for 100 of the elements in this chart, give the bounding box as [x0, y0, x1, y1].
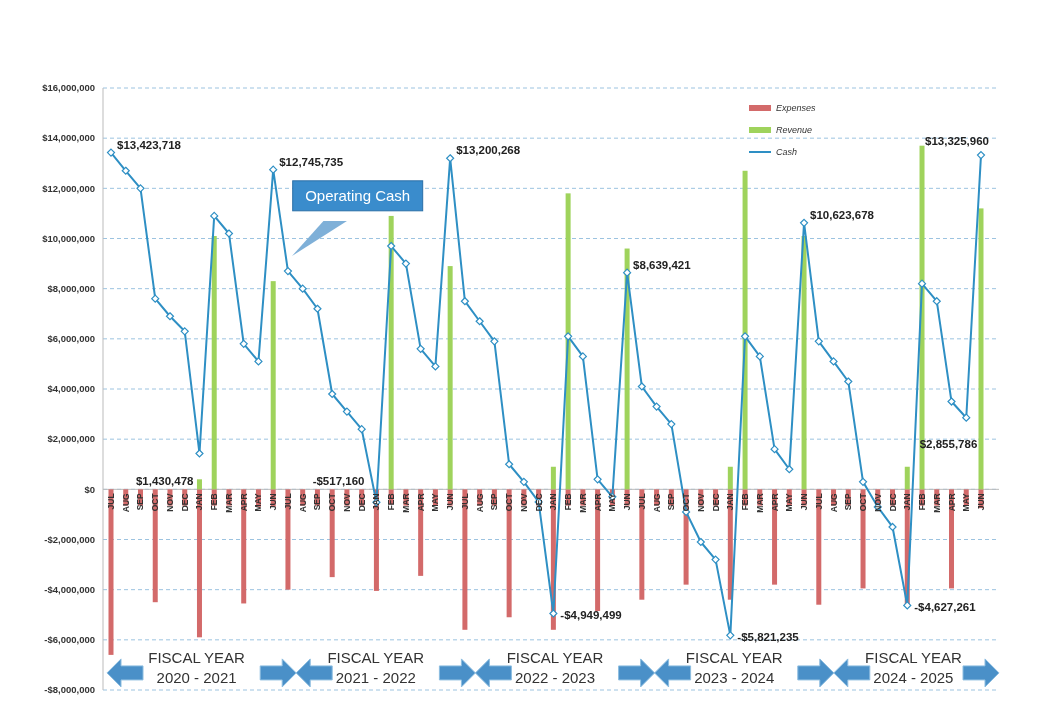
x-tick-label: JAN — [548, 493, 559, 511]
x-tick-label: DEC — [179, 493, 190, 512]
point — [283, 267, 293, 276]
data-label: -$4,627,261 — [914, 601, 977, 614]
point — [165, 312, 175, 321]
x-tick-label: AUG — [651, 492, 662, 513]
point — [814, 337, 823, 346]
data-label: $12,745,735 — [279, 155, 344, 168]
point — [623, 268, 632, 277]
y-tick-label: -$4,000,000 — [44, 583, 95, 595]
x-tick-label: OCT — [327, 492, 338, 512]
y-tick-label: -$6,000,000 — [44, 634, 95, 646]
bar — [196, 489, 202, 638]
y-tick-label: $8,000,000 — [47, 282, 95, 294]
x-tick-label: NOV — [695, 493, 706, 512]
x-tick-label: MAY — [430, 493, 441, 512]
data-label: -$4,949,499 — [560, 609, 622, 622]
x-tick-label: MAR — [754, 493, 765, 513]
annotation: FISCAL YEAR 2023 - 2024 — [685, 648, 783, 686]
bar — [270, 281, 276, 490]
y-tick-label: -$2,000,000 — [44, 533, 95, 545]
point — [829, 357, 838, 366]
bar — [816, 489, 822, 605]
x-tick-label: MAY — [961, 493, 972, 512]
bar — [285, 489, 291, 590]
annotation: FISCAL YEAR 2020 - 2021 — [148, 648, 246, 686]
data-label: $13,325,960 — [925, 135, 989, 148]
point — [254, 357, 263, 366]
point — [740, 332, 750, 341]
x-tick-label: DEC — [710, 493, 721, 512]
bar — [978, 208, 984, 490]
y-tick-label: $12,000,000 — [42, 182, 95, 194]
point — [313, 304, 322, 313]
bar — [196, 479, 202, 490]
bar — [727, 466, 733, 490]
point — [858, 477, 868, 486]
x-tick-label: AUG — [474, 492, 485, 513]
x-tick-label: DEC — [887, 493, 898, 512]
data-label: $1,430,478 — [135, 475, 195, 488]
point — [711, 555, 720, 564]
x-tick-label: JAN — [194, 493, 205, 511]
point — [976, 150, 986, 160]
x-tick-label: MAY — [253, 493, 264, 512]
x-tick-label: APR — [946, 493, 957, 512]
legend-label: Revenue — [776, 125, 813, 136]
point — [726, 631, 735, 640]
x-tick-label: AUG — [120, 492, 131, 513]
x-tick-label: FEB — [563, 493, 574, 511]
x-tick-label: APR — [769, 493, 780, 512]
point — [903, 601, 912, 610]
legend-label: Expenses — [776, 103, 817, 114]
bar — [565, 193, 571, 490]
point — [416, 344, 425, 353]
annotation: FISCAL YEAR 2021 - 2022 — [327, 648, 425, 686]
point — [180, 327, 189, 336]
x-tick-label: OCT — [150, 492, 161, 512]
point — [431, 362, 440, 371]
point — [785, 465, 794, 474]
data-label: $13,200,268 — [456, 144, 521, 157]
bar — [904, 466, 910, 490]
point — [298, 284, 307, 293]
point — [770, 445, 779, 454]
x-tick-label: JAN — [902, 493, 913, 511]
point — [917, 279, 927, 288]
point — [755, 352, 764, 361]
y-tick-label: $16,000,000 — [42, 82, 95, 94]
x-tick-label: FEB — [386, 493, 397, 511]
x-tick-label: NOV — [518, 493, 529, 512]
point — [401, 259, 411, 268]
x-tick-label: SEP — [666, 493, 677, 511]
x-tick-label: MAY — [607, 493, 618, 512]
point — [505, 460, 514, 469]
point — [962, 413, 971, 422]
bar — [388, 215, 394, 490]
x-tick-label: APR — [592, 493, 603, 512]
x-tick-label: DEC — [356, 493, 367, 512]
x-tick-label: MAY — [784, 493, 795, 512]
point — [593, 475, 602, 484]
x-tick-label: MAR — [577, 493, 588, 513]
bar — [447, 266, 453, 490]
x-tick-label: SEP — [135, 493, 146, 511]
point — [637, 382, 646, 391]
x-tick-label: JUL — [282, 493, 293, 510]
y-tick-label: $14,000,000 — [42, 132, 95, 144]
y-tick-label: $2,000,000 — [47, 433, 95, 445]
point — [136, 184, 145, 193]
x-tick-label: SEP — [489, 493, 500, 511]
point — [357, 425, 366, 434]
data-label: $13,423,718 — [117, 138, 182, 151]
x-tick-label: FEB — [917, 493, 928, 511]
point — [932, 297, 941, 306]
data-label: -$5,821,235 — [737, 631, 800, 644]
point — [446, 154, 455, 163]
y-tick-label: $4,000,000 — [47, 383, 95, 395]
bar — [742, 170, 748, 490]
bar — [801, 235, 807, 490]
point — [549, 609, 558, 618]
x-tick-label: JUN — [445, 493, 456, 511]
x-tick-label: APR — [415, 493, 426, 512]
point — [799, 218, 809, 227]
